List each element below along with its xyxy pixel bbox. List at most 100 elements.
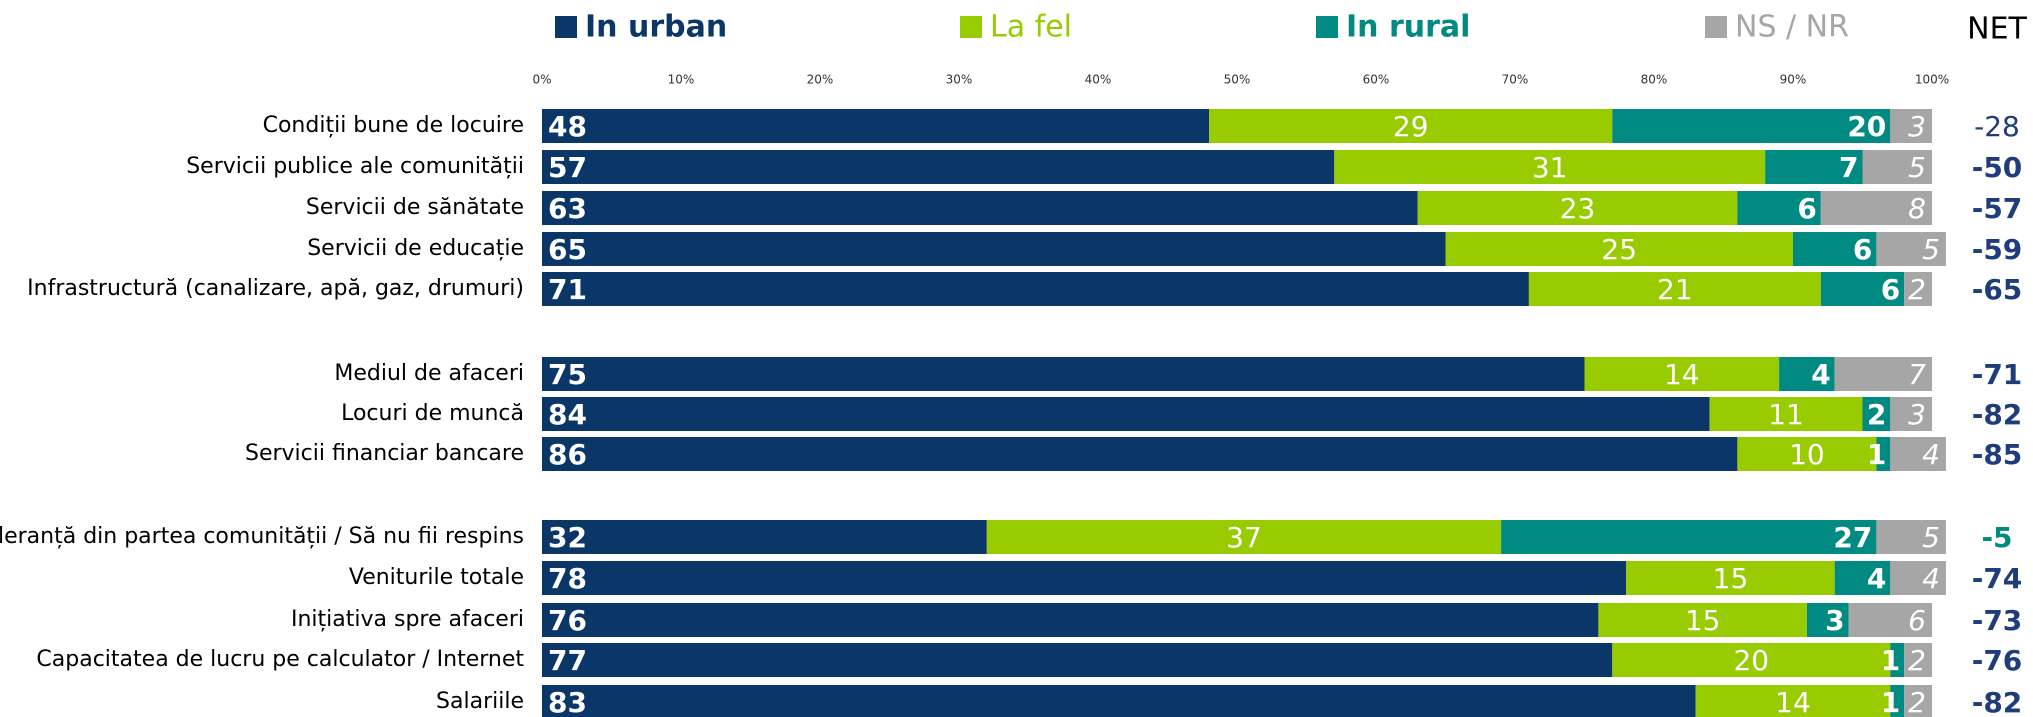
bar-segment xyxy=(1417,191,1738,225)
value-label: 1 xyxy=(1867,438,1886,471)
value-label: 14 xyxy=(1664,358,1700,391)
category-label: Salariile xyxy=(436,689,524,714)
net-value: -65 xyxy=(1972,273,2023,306)
x-tick-label: 60% xyxy=(1363,73,1390,87)
category-label: Mediul de afaceri xyxy=(334,361,524,386)
net-header: NET xyxy=(1967,12,2027,47)
value-label: 1 xyxy=(1881,686,1900,717)
bar-segment xyxy=(1806,603,1849,637)
x-tick-label: 90% xyxy=(1780,73,1807,87)
bar-segment xyxy=(1834,561,1891,595)
bar-segment xyxy=(1695,685,1891,717)
category-label: Toleranță din partea comunității / Să nu… xyxy=(0,524,524,549)
value-label: 6 xyxy=(1853,233,1872,266)
value-label: 8 xyxy=(1908,192,1926,225)
value-label: 75 xyxy=(548,358,587,391)
value-label: 4 xyxy=(1867,562,1886,595)
value-label: 5 xyxy=(1908,151,1926,184)
category-label: Servicii de sănătate xyxy=(306,195,524,220)
bar-segment xyxy=(542,643,1613,677)
value-label: 11 xyxy=(1768,398,1804,431)
value-label: 15 xyxy=(1713,562,1749,595)
bar-segment xyxy=(1765,150,1863,184)
value-label: 4 xyxy=(1922,562,1940,595)
category-label: Capacitatea de lucru pe calculator / Int… xyxy=(36,647,524,672)
bar-segment xyxy=(1890,437,1946,471)
value-label: 6 xyxy=(1797,192,1816,225)
bar-segment xyxy=(1737,437,1877,471)
bar-segment xyxy=(1528,272,1821,306)
x-tick-label: 30% xyxy=(946,73,973,87)
x-tick-label: 50% xyxy=(1224,73,1251,87)
value-label: 86 xyxy=(548,438,587,471)
category-label: Infrastructură (canalizare, apă, gaz, dr… xyxy=(27,276,524,301)
category-label: Locuri de muncă xyxy=(341,401,524,426)
bar-segment xyxy=(542,191,1418,225)
bar-segment xyxy=(1820,191,1932,225)
x-tick-label: 10% xyxy=(668,73,695,87)
bar-segment xyxy=(1904,643,1932,677)
bar-segment xyxy=(1737,191,1821,225)
bar-segment xyxy=(1890,561,1946,595)
value-label: 7 xyxy=(1839,151,1858,184)
value-label: 78 xyxy=(548,562,587,595)
legend-label: NS / NR xyxy=(1735,10,1849,45)
bar-segment xyxy=(1890,397,1932,431)
x-tick-label: 40% xyxy=(1085,73,1112,87)
value-label: 32 xyxy=(548,521,587,554)
value-label: 29 xyxy=(1393,110,1429,143)
net-value: -76 xyxy=(1972,644,2023,677)
bar-segment xyxy=(1890,109,1932,143)
net-value: -59 xyxy=(1972,233,2023,266)
value-label: 76 xyxy=(548,604,587,637)
net-value: -74 xyxy=(1972,562,2023,595)
bar-segment xyxy=(1612,109,1891,143)
bar-segment xyxy=(542,437,1738,471)
bar-segment xyxy=(1862,150,1932,184)
value-label: 3 xyxy=(1825,604,1844,637)
bar-segment xyxy=(1890,685,1905,717)
bar-segment xyxy=(542,685,1696,717)
bar-segment xyxy=(1834,357,1932,391)
bar-segment xyxy=(1501,520,1877,554)
legend-swatch xyxy=(960,16,982,38)
value-label: 2 xyxy=(1867,398,1886,431)
value-label: 7 xyxy=(1908,358,1926,391)
net-value: -82 xyxy=(1972,398,2023,431)
value-label: 5 xyxy=(1922,521,1940,554)
value-label: 65 xyxy=(548,233,587,266)
value-label: 21 xyxy=(1657,273,1693,306)
value-label: 4 xyxy=(1922,438,1940,471)
bar-segment xyxy=(1445,232,1793,266)
bar-segment xyxy=(1779,357,1835,391)
bar-segment xyxy=(1876,437,1891,471)
legend-swatch xyxy=(1705,16,1727,38)
value-label: 63 xyxy=(548,192,587,225)
bar-segment xyxy=(1820,272,1905,306)
value-label: 77 xyxy=(548,644,587,677)
net-value: -50 xyxy=(1972,151,2023,184)
legend-label: In rural xyxy=(1346,10,1470,45)
value-label: 6 xyxy=(1908,604,1926,637)
value-label: 31 xyxy=(1532,151,1568,184)
bar-segment xyxy=(1890,643,1905,677)
bar-segment xyxy=(542,109,1210,143)
bar-segment xyxy=(542,150,1335,184)
value-label: 2 xyxy=(1908,644,1926,677)
net-value: -71 xyxy=(1972,358,2023,391)
bar-segment xyxy=(542,272,1529,306)
bar-segment xyxy=(1584,357,1780,391)
bar-segment xyxy=(1904,685,1932,717)
bar-segment xyxy=(1334,150,1766,184)
x-tick-label: 70% xyxy=(1502,73,1529,87)
bar-segment xyxy=(1598,603,1807,637)
net-value: -85 xyxy=(1972,438,2023,471)
value-label: 3 xyxy=(1908,110,1926,143)
value-label: 5 xyxy=(1922,233,1940,266)
bar-segment xyxy=(1904,272,1932,306)
net-value: -82 xyxy=(1972,686,2023,717)
bar-segment xyxy=(986,520,1502,554)
bar-segment xyxy=(1626,561,1835,595)
value-label: 83 xyxy=(548,686,587,717)
